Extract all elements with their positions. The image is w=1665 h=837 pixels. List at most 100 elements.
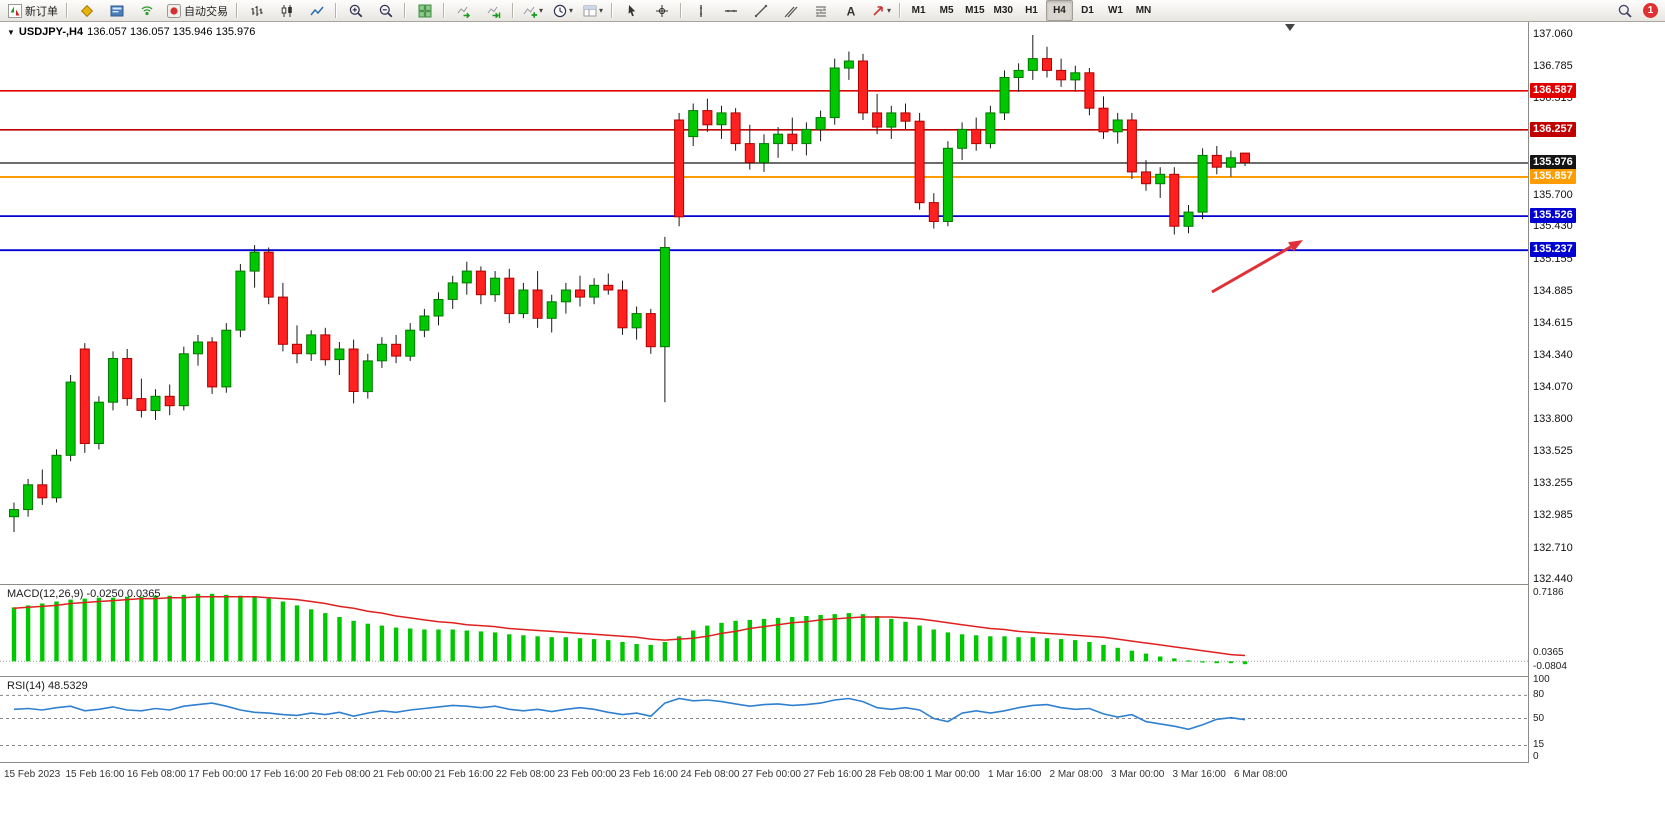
auto-scroll-button[interactable] (449, 0, 478, 21)
line-chart-icon (309, 3, 325, 19)
text-label-button[interactable]: A (836, 0, 865, 21)
macd-axis-label: 0.0365 (1533, 647, 1564, 658)
time-axis-label: 27 Feb 00:00 (742, 769, 801, 780)
rsi-axis-label: 50 (1533, 712, 1545, 724)
timeframe-mn-button-label: MN (1135, 5, 1152, 16)
rsi-axis-label: 80 (1533, 689, 1545, 701)
cursor-icon (624, 3, 640, 19)
time-axis-label: 28 Feb 08:00 (865, 769, 924, 780)
cursor-button[interactable] (617, 0, 646, 21)
svg-text:A: A (846, 4, 855, 18)
zoom-out-button[interactable] (371, 0, 400, 21)
price-line-label: 135.976 (1530, 154, 1576, 170)
notification-badge[interactable]: 1 (1643, 3, 1658, 18)
price-axis-tick: 137.060 (1533, 27, 1573, 40)
price-axis-tick: 134.615 (1533, 316, 1573, 329)
mql5-button[interactable] (72, 0, 101, 21)
price-axis-separator (1528, 22, 1529, 763)
timeframe-m15-button[interactable]: M15 (961, 0, 988, 21)
price-line-label: 135.526 (1530, 208, 1576, 224)
price-axis-tick: 134.885 (1533, 284, 1573, 297)
timeframe-h1-button[interactable]: H1 (1018, 0, 1045, 21)
trendline-button[interactable] (746, 0, 775, 21)
vertical-line-button[interactable] (686, 0, 715, 21)
timeframe-mn-button[interactable]: MN (1130, 0, 1157, 21)
fibonacci-icon (813, 3, 829, 19)
macd-axis-label: -0.0804 (1533, 661, 1567, 672)
timeframe-w1-button[interactable]: W1 (1102, 0, 1129, 21)
autotrading-button[interactable]: 自动交易 (162, 0, 232, 21)
panel-separator[interactable] (0, 584, 1604, 585)
toolbar-separator (680, 3, 683, 18)
horizontal-line-button[interactable] (716, 0, 745, 21)
time-axis-label: 3 Mar 00:00 (1111, 769, 1165, 780)
tile-windows-icon (417, 3, 433, 19)
timeframe-m5-button-label: M5 (939, 5, 954, 16)
toolbar-separator (236, 3, 238, 18)
zoom-in-icon (348, 3, 364, 19)
timeframe-m30-button[interactable]: M30 (990, 0, 1017, 21)
toolbar-right-group: 1 (1610, 0, 1662, 21)
periods-icon (552, 3, 568, 19)
timeframe-d1-button[interactable]: D1 (1074, 0, 1101, 21)
templates-button[interactable]: ▾ (578, 0, 607, 21)
arrows-button[interactable]: ▾ (866, 0, 895, 21)
tile-windows-button[interactable] (410, 0, 439, 21)
price-line-label: 135.237 (1530, 242, 1576, 258)
fibonacci-button[interactable] (806, 0, 835, 21)
metaeditor-button[interactable] (102, 0, 131, 21)
time-axis-label: 21 Feb 16:00 (434, 769, 494, 780)
rsi-indicator-chart[interactable] (0, 677, 1528, 762)
chart-shift-button[interactable] (479, 0, 508, 21)
dropdown-caret-icon: ▾ (539, 6, 544, 15)
ohlc-values: 136.057 136.057 135.946 135.976 (87, 26, 256, 38)
timeframe-h4-button[interactable]: H4 (1045, 0, 1073, 21)
new-order-button[interactable]: 新订单 (3, 0, 62, 21)
indicators-button[interactable]: ▾ (518, 0, 547, 21)
line-chart-button[interactable] (302, 0, 331, 21)
signals-button[interactable] (132, 0, 161, 21)
bar-chart-button[interactable] (242, 0, 271, 21)
indicators-icon (522, 3, 538, 19)
macd-indicator-chart[interactable] (0, 585, 1528, 676)
autotrading-button-label: 自动交易 (184, 5, 228, 18)
periods-button[interactable]: ▾ (548, 0, 577, 21)
timeframe-m15-button-label: M15 (965, 5, 985, 16)
timeframe-m5-button[interactable]: M5 (933, 0, 960, 21)
rsi-axis-label: 100 (1533, 674, 1550, 685)
toolbar-separator (335, 3, 337, 18)
zoom-in-button[interactable] (341, 0, 370, 21)
one-click-expander-icon[interactable]: ▼ (7, 27, 15, 37)
time-axis-label: 17 Feb 16:00 (250, 769, 309, 780)
dropdown-caret-icon: ▾ (569, 6, 574, 15)
text-label-icon: A (843, 3, 859, 19)
search-button[interactable] (1610, 0, 1639, 21)
metaeditor-icon (109, 3, 125, 19)
price-axis-tick: 132.440 (1533, 573, 1573, 586)
timeframe-h4-button-label: H4 (1053, 5, 1066, 16)
price-axis[interactable]: 1008050150137.060136.785136.515136.24013… (1529, 22, 1605, 763)
candlestick-chart-button[interactable] (272, 0, 301, 21)
timeframe-m30-button-label: M30 (993, 5, 1013, 16)
timeframe-m1-button-label: M1 (911, 5, 926, 16)
macd-axis-label: 0.7186 (1533, 587, 1564, 598)
candlestick-chart[interactable] (0, 22, 1528, 584)
toolbar-separator (512, 3, 514, 18)
equidistant-channel-icon (783, 3, 799, 19)
dropdown-caret-icon: ▾ (599, 6, 604, 15)
equidistant-channel-button[interactable] (776, 0, 805, 21)
time-axis-label: 24 Feb 08:00 (680, 769, 740, 780)
panel-separator[interactable] (0, 676, 1604, 677)
rsi-axis-label: 15 (1533, 739, 1545, 751)
rsi-axis-label: 0 (1533, 751, 1539, 762)
crosshair-button[interactable] (647, 0, 676, 21)
main-toolbar: 新订单 自动交易 ▾ ▾ ▾ A ▾ M1 M5 M15 M30 H1 H4 D1 W1 MN 1 (0, 0, 1665, 22)
time-axis[interactable]: 15 Feb 2023 15 Feb 16:00 16 Feb 08:00 17 Fe… (0, 763, 1604, 793)
timeframe-m1-button[interactable]: M1 (905, 0, 932, 21)
time-axis-label: 23 Feb 16:00 (619, 769, 678, 780)
time-axis-label: 20 Feb 08:00 (311, 769, 371, 780)
price-axis-tick: 136.785 (1533, 60, 1573, 73)
bar-chart-icon (249, 3, 265, 19)
auto-scroll-icon (456, 3, 472, 19)
macd-label: MACD(12,26,9) -0.0250 0.0365 (7, 588, 161, 600)
